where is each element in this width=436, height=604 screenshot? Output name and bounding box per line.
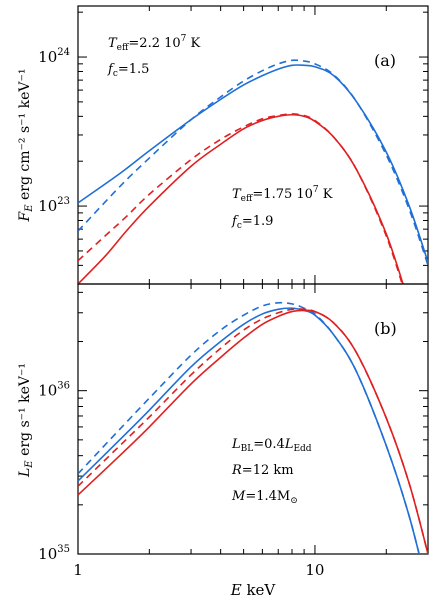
panel_a-series-3-dashed bbox=[78, 113, 404, 284]
panel-b-series bbox=[78, 301, 428, 554]
y-tick-label: 1023 bbox=[38, 196, 70, 215]
x-axis-label: E keV bbox=[230, 581, 277, 599]
panel-b-frame bbox=[77, 283, 429, 555]
panel-a-annotation-lower: Teff=1.75 107 K fc=1.9 bbox=[231, 185, 333, 231]
panel-a: 1023 1024 (a) Teff=2.2 107 K fc=1.5 Teff=… bbox=[17, 5, 429, 285]
panel_b-series-2-solid bbox=[78, 309, 428, 554]
panel-b-y-axis-label: LE erg s⁻¹ keV⁻¹ bbox=[17, 363, 35, 478]
panel_b-series-1-dashed bbox=[78, 301, 420, 554]
panel-b: 1035 1036 1 10 (b) LBL=0.4LEdd R=12 km M=1… bbox=[17, 283, 429, 599]
panel_a-series-1-dashed bbox=[78, 59, 428, 266]
luminosity-label: LBL=0.4LEdd bbox=[231, 437, 312, 454]
y-tick-label: 1036 bbox=[38, 381, 70, 400]
panel-a-annotation-upper: Teff=2.2 107 K fc=1.5 bbox=[107, 34, 201, 79]
panel-b-ticks bbox=[77, 284, 429, 555]
y-tick-label: 1024 bbox=[38, 47, 70, 66]
y-tick-label: 1035 bbox=[38, 544, 70, 563]
panel-b-tag: (b) bbox=[374, 319, 397, 338]
teff-label-2: Teff=1.75 107 K bbox=[232, 185, 333, 204]
teff-label-1: Teff=2.2 107 K bbox=[108, 34, 201, 53]
fc-label-1: fc=1.5 bbox=[107, 62, 149, 79]
panel_b-series-3-dashed bbox=[78, 308, 428, 554]
mass-label: M=1.4M⊙ bbox=[231, 489, 298, 506]
x-tick-label: 1 bbox=[73, 561, 83, 579]
x-tick-label: 10 bbox=[305, 561, 324, 579]
panel-a-y-axis-label: FE erg cm⁻² s⁻¹ keV⁻¹ bbox=[17, 69, 35, 223]
panel-b-y-tick-labels: 1035 1036 bbox=[38, 381, 70, 563]
panel-a-ticks bbox=[77, 6, 429, 285]
radius-label: R=12 km bbox=[231, 463, 294, 478]
panel-b-x-tick-labels: 1 10 bbox=[73, 561, 324, 579]
panel_a-series-2-solid bbox=[78, 113, 404, 284]
panel_a-series-0-solid bbox=[78, 64, 428, 263]
panel-a-series bbox=[78, 59, 428, 284]
fc-label-2: fc=1.9 bbox=[231, 214, 273, 231]
panel-b-annotations: LBL=0.4LEdd R=12 km M=1.4M⊙ bbox=[231, 437, 312, 506]
panel-a-y-tick-labels: 1023 1024 bbox=[38, 47, 70, 215]
panel-a-tag: (a) bbox=[374, 51, 396, 70]
